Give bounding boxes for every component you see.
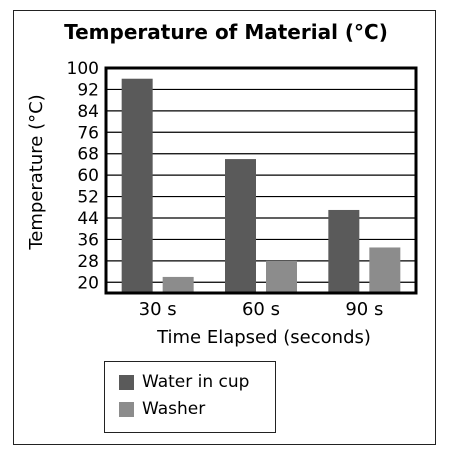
x-tick-label: 60 s bbox=[242, 299, 280, 320]
y-tick-label: 60 bbox=[77, 166, 99, 186]
bar-water-in-cup-0 bbox=[122, 79, 153, 293]
legend-item-water: Water in cup bbox=[119, 370, 249, 394]
bar-washer-0 bbox=[163, 277, 194, 293]
x-tick-labels: 30 s 60 s 90 s bbox=[139, 299, 384, 320]
y-tick-label: 20 bbox=[77, 273, 99, 293]
bar-water-in-cup-1 bbox=[225, 159, 256, 293]
legend-swatch-water bbox=[119, 375, 134, 390]
legend-label-washer: Washer bbox=[142, 399, 205, 419]
y-tick-label: 76 bbox=[77, 123, 99, 143]
y-tick-label: 52 bbox=[77, 188, 99, 208]
y-tick-label: 36 bbox=[77, 230, 99, 250]
y-tick-label: 84 bbox=[77, 102, 99, 122]
bar-washer-2 bbox=[369, 247, 400, 293]
x-axis-label: Time Elapsed (seconds) bbox=[156, 327, 371, 348]
y-tick-label: 92 bbox=[77, 80, 99, 100]
x-tick-label: 90 s bbox=[345, 299, 383, 320]
y-tick-label: 44 bbox=[77, 209, 99, 229]
legend-item-washer: Washer bbox=[119, 397, 205, 421]
y-tick-label: 28 bbox=[77, 252, 99, 272]
legend: Water in cup Washer bbox=[104, 361, 276, 433]
legend-label-water: Water in cup bbox=[142, 372, 249, 392]
chart-title: Temperature of Material (°C) bbox=[64, 20, 388, 44]
bar-washer-1 bbox=[266, 261, 297, 293]
y-tick-label: 68 bbox=[77, 145, 99, 165]
x-tick-label: 30 s bbox=[139, 299, 177, 320]
bar-water-in-cup-2 bbox=[328, 210, 359, 293]
legend-swatch-washer bbox=[119, 402, 134, 417]
y-tick-label: 100 bbox=[67, 59, 99, 79]
y-axis-label: Temperature (°C) bbox=[26, 94, 47, 250]
